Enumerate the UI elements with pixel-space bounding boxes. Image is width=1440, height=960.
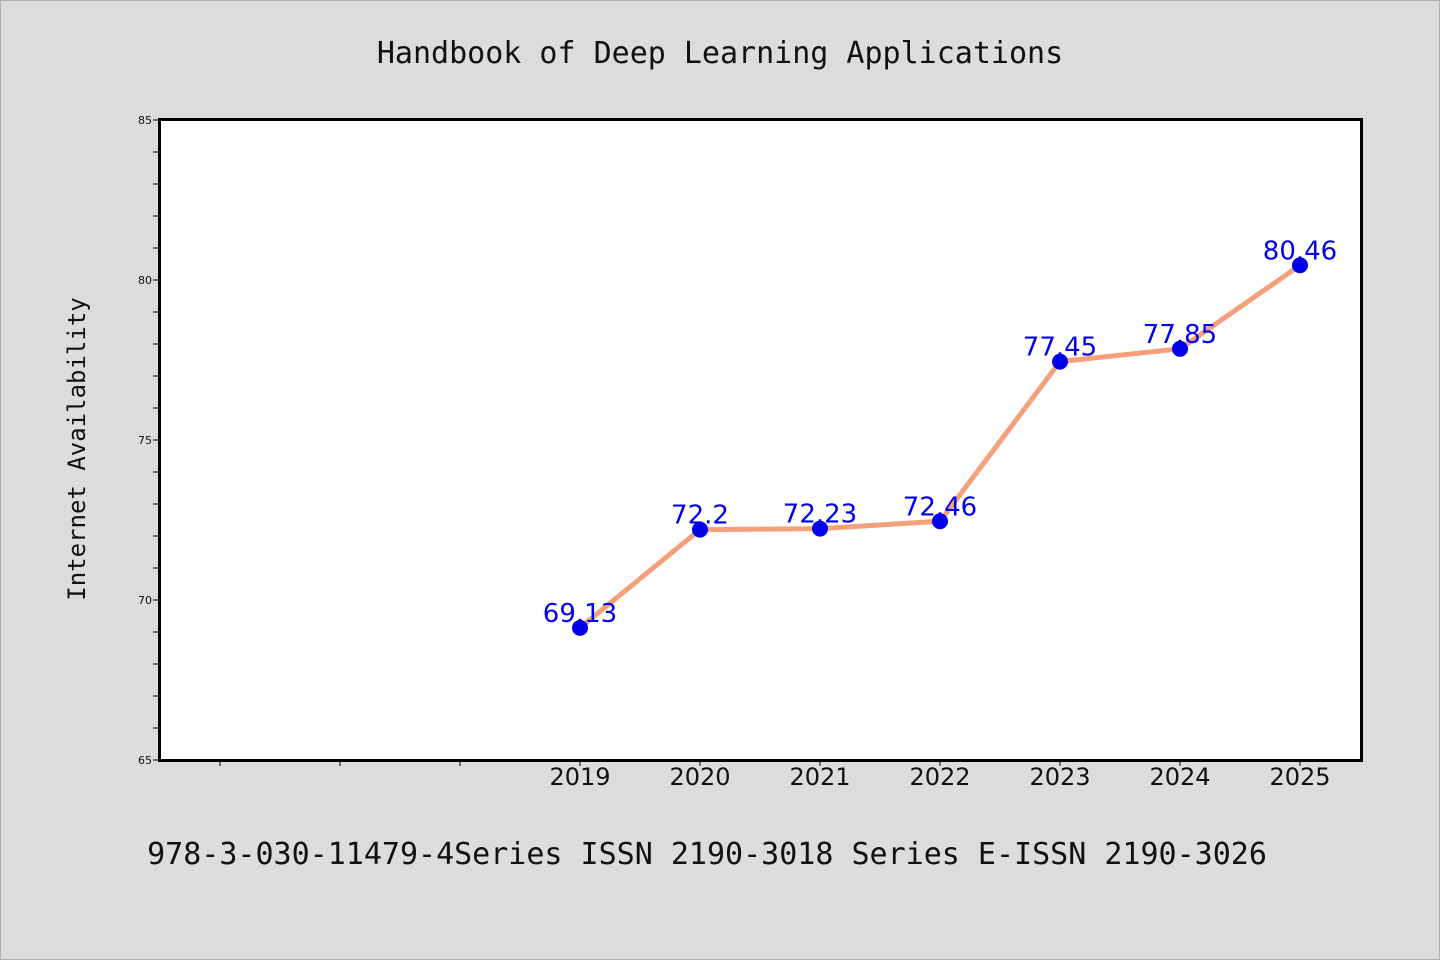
x-tick-label: 2024 (1149, 763, 1210, 791)
data-label: 77.45 (1023, 333, 1097, 363)
x-tick-label: 2021 (789, 763, 850, 791)
y-tick-label: 80 (138, 274, 152, 287)
data-point-marker (1292, 257, 1308, 274)
x-tick-label: 2023 (1029, 763, 1090, 791)
chart-marks: 69.13 72.2 72.23 72.46 77.45 77.85 80.46 (543, 236, 1337, 636)
data-label: 72.23 (783, 500, 857, 530)
data-label: 80.46 (1263, 236, 1337, 266)
y-tick-label: 85 (138, 114, 152, 127)
data-label: 69.13 (543, 599, 617, 629)
y-tick-label: 70 (138, 594, 152, 607)
y-axis-label: Internet Availability (63, 297, 91, 600)
data-point-marker (1172, 340, 1188, 357)
x-tick-label: 2020 (669, 763, 730, 791)
data-point-marker (1052, 353, 1068, 370)
y-tick-label: 75 (138, 434, 152, 447)
data-point-marker (812, 520, 828, 537)
y-tick-label: 65 (138, 754, 152, 767)
data-point-marker (932, 513, 948, 530)
x-tick-label: 2019 (549, 763, 610, 791)
data-label: 77.85 (1143, 320, 1217, 350)
data-label: 72.46 (903, 492, 977, 522)
data-label: 72.2 (671, 501, 729, 531)
plot-area (158, 118, 1363, 762)
x-tick-label: 2022 (909, 763, 970, 791)
chart-title: Handbook of Deep Learning Applications (377, 36, 1063, 71)
data-point-marker (692, 521, 708, 538)
axis-ticks: 65 70 75 80 85 2019 2020 2021 2022 2023 2024 2025 (138, 114, 1331, 791)
data-point-marker (572, 619, 588, 636)
x-tick-label: 2025 (1269, 763, 1330, 791)
footer-text: 978-3-030-11479-4Series ISSN 2190-3018 S… (147, 837, 1267, 872)
